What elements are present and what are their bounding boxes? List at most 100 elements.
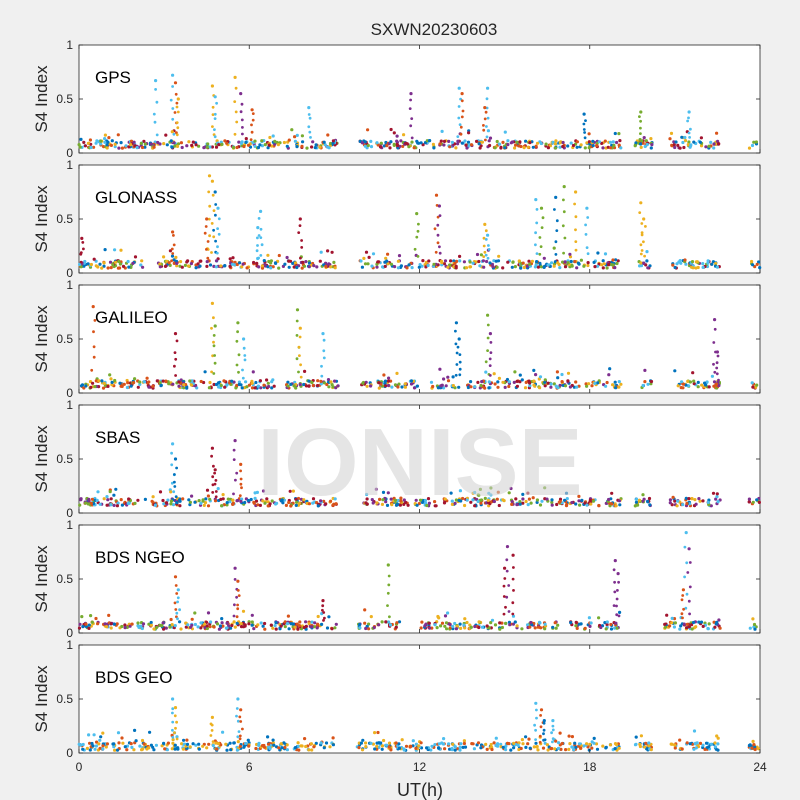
burst-point (235, 615, 239, 619)
data-point (266, 735, 270, 739)
data-point (673, 746, 677, 750)
data-point (529, 620, 533, 625)
data-point (501, 140, 505, 144)
data-point (447, 139, 451, 143)
burst-point (213, 190, 217, 194)
data-point (311, 383, 315, 388)
data-point (328, 141, 333, 146)
burst-point (213, 468, 217, 472)
data-point (647, 496, 652, 501)
data-point (301, 260, 305, 264)
data-point (462, 741, 466, 746)
data-point (503, 130, 507, 134)
data-point (558, 383, 562, 387)
data-point (178, 504, 182, 508)
data-point (329, 499, 333, 503)
burst-point (237, 353, 241, 357)
data-point (493, 623, 498, 627)
burst-point (174, 357, 178, 361)
data-point (574, 745, 578, 749)
data-point (179, 141, 183, 145)
data-point (592, 260, 596, 264)
data-point (242, 144, 246, 149)
data-point (319, 382, 323, 386)
data-point (448, 622, 452, 627)
burst-point (563, 236, 567, 240)
data-point (108, 373, 112, 377)
data-point (574, 502, 578, 506)
data-point (299, 744, 303, 748)
data-point (400, 738, 404, 742)
burst-point (239, 708, 243, 712)
data-point (252, 260, 256, 265)
data-point (690, 260, 695, 264)
data-point (530, 259, 535, 263)
data-point (225, 748, 229, 752)
data-point (402, 498, 406, 502)
burst-point (322, 338, 326, 342)
data-point (501, 498, 505, 502)
data-point (528, 625, 532, 629)
data-point (538, 503, 543, 507)
burst-point (484, 360, 488, 364)
data-point (539, 265, 544, 269)
data-point (237, 380, 241, 384)
burst-point (436, 233, 440, 237)
data-point (446, 379, 451, 383)
burst-point (175, 592, 179, 595)
data-point (616, 259, 620, 263)
data-point (327, 615, 331, 619)
data-point (194, 743, 198, 747)
data-point (641, 141, 645, 145)
data-point (266, 146, 270, 150)
data-point (501, 745, 505, 749)
burst-point (459, 97, 462, 101)
data-point (247, 622, 251, 626)
data-point (98, 262, 102, 266)
data-point (432, 146, 436, 150)
burst-point (457, 116, 461, 120)
burst-point (554, 195, 558, 199)
data-point (322, 140, 326, 144)
data-point (418, 498, 423, 502)
data-point (698, 140, 703, 144)
burst-point (173, 575, 178, 579)
data-point (690, 497, 694, 501)
data-point (255, 261, 259, 265)
data-point (187, 498, 191, 502)
burst-point (257, 234, 261, 237)
burst-point (233, 100, 237, 103)
data-point (177, 380, 181, 384)
data-point (104, 745, 108, 749)
data-point (555, 502, 559, 507)
data-point (283, 625, 287, 629)
data-point (758, 266, 762, 270)
data-point (608, 140, 613, 144)
data-point (648, 503, 652, 507)
burst-point (438, 245, 441, 249)
data-point (595, 144, 599, 148)
x-axis-label: UT(h) (397, 780, 443, 800)
burst-point (551, 719, 555, 723)
data-point (232, 145, 236, 150)
data-point (313, 621, 317, 625)
data-point (117, 741, 121, 745)
burst-point (170, 247, 174, 251)
data-point (201, 744, 205, 748)
burst-point (483, 222, 487, 226)
burst-point (387, 583, 391, 587)
data-point (688, 145, 692, 149)
data-point (328, 745, 332, 749)
data-point (475, 139, 479, 143)
burst-point (176, 97, 180, 101)
burst-point (436, 215, 440, 219)
y-tick-label: 0.5 (56, 212, 73, 226)
data-point (126, 381, 130, 385)
data-point (310, 620, 314, 624)
burst-point (687, 599, 691, 603)
burst-point (639, 243, 643, 247)
data-point (442, 377, 446, 381)
data-point (164, 626, 168, 630)
burst-point (175, 121, 179, 124)
